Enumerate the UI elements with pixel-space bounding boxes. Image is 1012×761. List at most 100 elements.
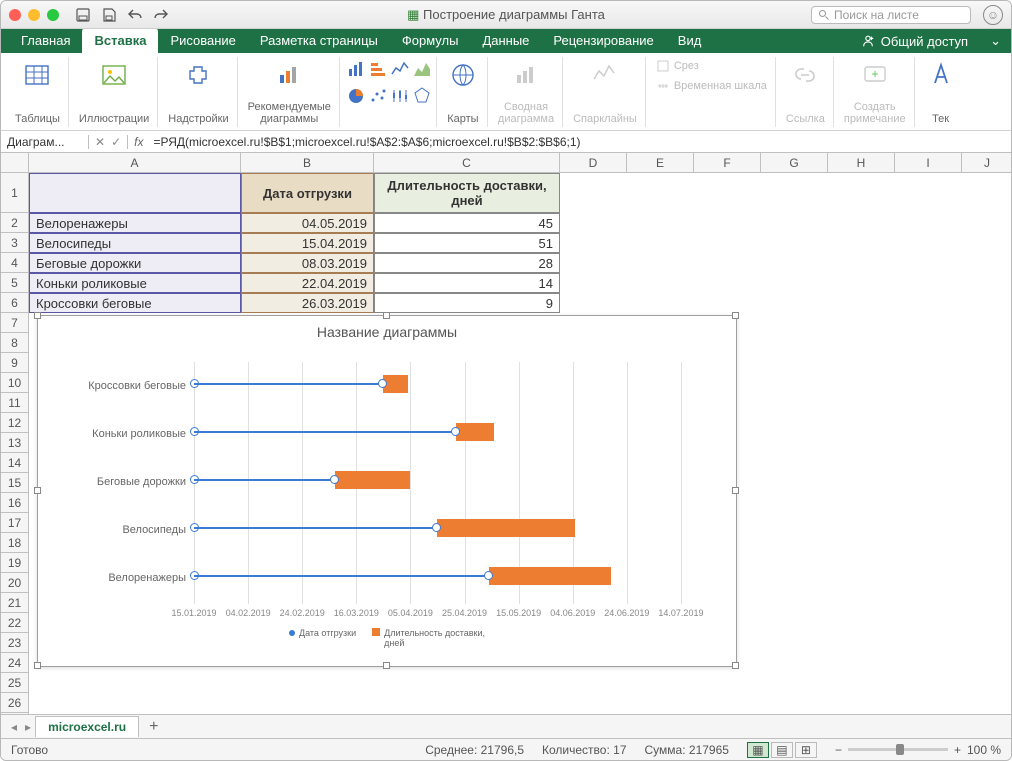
cell-B5[interactable]: 22.04.2019: [241, 273, 374, 293]
row-header-18[interactable]: 18: [1, 533, 29, 553]
cell-B1[interactable]: Дата отгрузки: [241, 173, 374, 213]
traffic-lights[interactable]: [9, 9, 59, 21]
ribbon-illustrations[interactable]: Иллюстрации: [71, 57, 158, 127]
ribbon-chart-gallery[interactable]: [342, 57, 437, 127]
row-headers[interactable]: 1234567891011121314151617181920212223242…: [1, 173, 29, 714]
sheet-nav-first-icon[interactable]: ◂: [7, 720, 21, 734]
column-header-D[interactable]: D: [560, 153, 627, 173]
cell-A2[interactable]: Велоренажеры: [29, 213, 241, 233]
tab-pagelayout[interactable]: Разметка страницы: [248, 29, 390, 53]
zoom-control[interactable]: − + 100 %: [835, 743, 1001, 757]
cell-A1[interactable]: [29, 173, 241, 213]
row-header-6[interactable]: 6: [1, 293, 29, 313]
chart-series2-bar[interactable]: [437, 519, 575, 537]
area-chart-icon[interactable]: [412, 59, 432, 79]
bar-chart-icon[interactable]: [346, 59, 366, 79]
ribbon-addins[interactable]: Надстройки: [160, 57, 237, 127]
accept-formula-icon[interactable]: ✓: [111, 135, 121, 149]
chart-resize-handle[interactable]: [34, 487, 41, 494]
cell-B6[interactable]: 26.03.2019: [241, 293, 374, 313]
chart-series1-point[interactable]: [194, 383, 383, 385]
maximize-window-icon[interactable]: [47, 9, 59, 21]
tab-view[interactable]: Вид: [666, 29, 714, 53]
stock-chart-icon[interactable]: [390, 86, 410, 106]
ribbon-text[interactable]: Тек: [917, 57, 965, 127]
chart-series2-bar[interactable]: [456, 423, 494, 441]
autosave-icon[interactable]: [75, 7, 91, 23]
row-header-13[interactable]: 13: [1, 433, 29, 453]
chart-series2-bar[interactable]: [489, 567, 611, 585]
chart-series2-bar[interactable]: [335, 471, 411, 489]
chart-resize-handle[interactable]: [732, 662, 739, 669]
cell-B2[interactable]: 04.05.2019: [241, 213, 374, 233]
tab-review[interactable]: Рецензирование: [541, 29, 665, 53]
chart-resize-handle[interactable]: [383, 312, 390, 319]
chart-series2-bar[interactable]: [383, 375, 407, 393]
cell-A4[interactable]: Беговые дорожки: [29, 253, 241, 273]
column-header-A[interactable]: A: [29, 153, 241, 173]
name-box[interactable]: Диаграм...: [1, 135, 89, 149]
row-header-19[interactable]: 19: [1, 553, 29, 573]
tab-home[interactable]: Главная: [9, 29, 82, 53]
zoom-out-icon[interactable]: −: [835, 743, 842, 757]
chart-series1-point[interactable]: [194, 527, 437, 529]
chart-legend[interactable]: Дата отгрузкиДлительность доставки, дней: [38, 626, 736, 654]
row-header-4[interactable]: 4: [1, 253, 29, 273]
save-icon[interactable]: [101, 7, 117, 23]
cell-C3[interactable]: 51: [374, 233, 560, 253]
undo-icon[interactable]: [127, 7, 143, 23]
add-sheet-button[interactable]: +: [139, 718, 168, 736]
column-headers[interactable]: ABCDEFGHIJ: [29, 153, 1011, 173]
column-header-E[interactable]: E: [627, 153, 694, 173]
view-buttons[interactable]: ▦ ▤ ⊞: [747, 742, 817, 758]
row-header-21[interactable]: 21: [1, 593, 29, 613]
tab-draw[interactable]: Рисование: [158, 29, 247, 53]
share-button[interactable]: Общий доступ: [849, 29, 980, 53]
row-header-15[interactable]: 15: [1, 473, 29, 493]
chart-series1-point[interactable]: [194, 479, 335, 481]
normal-view-icon[interactable]: ▦: [747, 742, 769, 758]
column-header-H[interactable]: H: [828, 153, 895, 173]
row-header-8[interactable]: 8: [1, 333, 29, 353]
cell-C4[interactable]: 28: [374, 253, 560, 273]
row-header-5[interactable]: 5: [1, 273, 29, 293]
tab-data[interactable]: Данные: [470, 29, 541, 53]
zoom-in-icon[interactable]: +: [954, 743, 961, 757]
row-header-20[interactable]: 20: [1, 573, 29, 593]
column-header-B[interactable]: B: [241, 153, 374, 173]
line-chart-icon[interactable]: [390, 59, 410, 79]
row-header-22[interactable]: 22: [1, 613, 29, 633]
chart-resize-handle[interactable]: [34, 312, 41, 319]
tab-formulas[interactable]: Формулы: [390, 29, 471, 53]
page-layout-view-icon[interactable]: ▤: [771, 742, 793, 758]
cell-C5[interactable]: 14: [374, 273, 560, 293]
formula-input[interactable]: =РЯД(microexcel.ru!$B$1;microexcel.ru!$A…: [149, 135, 1011, 149]
scatter-chart-icon[interactable]: [368, 86, 388, 106]
minimize-window-icon[interactable]: [28, 9, 40, 21]
row-header-26[interactable]: 26: [1, 693, 29, 713]
row-header-9[interactable]: 9: [1, 353, 29, 373]
row-header-2[interactable]: 2: [1, 213, 29, 233]
column-header-J[interactable]: J: [962, 153, 1011, 173]
row-header-12[interactable]: 12: [1, 413, 29, 433]
chart-plot-area[interactable]: Кроссовки беговыеКоньки роликовыеБеговые…: [56, 352, 718, 622]
chart-series1-point[interactable]: [194, 575, 489, 577]
tab-insert[interactable]: Вставка: [82, 29, 158, 53]
column-header-C[interactable]: C: [374, 153, 560, 173]
pie-chart-icon[interactable]: [346, 86, 366, 106]
chart-resize-handle[interactable]: [383, 662, 390, 669]
cells-area[interactable]: Дата отгрузкиДлительность доставки, дней…: [29, 173, 1011, 714]
chart-resize-handle[interactable]: [732, 312, 739, 319]
ribbon-recommended-charts[interactable]: Рекомендуемые диаграммы: [240, 57, 340, 127]
row-header-27[interactable]: 27: [1, 713, 29, 714]
cell-C6[interactable]: 9: [374, 293, 560, 313]
close-window-icon[interactable]: [9, 9, 21, 21]
select-all-corner[interactable]: [1, 153, 29, 173]
column-header-G[interactable]: G: [761, 153, 828, 173]
worksheet-grid[interactable]: ABCDEFGHIJ 12345678910111213141516171819…: [1, 153, 1011, 714]
cancel-formula-icon[interactable]: ✕: [95, 135, 105, 149]
ribbon-maps[interactable]: Карты: [439, 57, 488, 127]
sheet-tab-active[interactable]: microexcel.ru: [35, 716, 139, 737]
chart-series1-point[interactable]: [194, 431, 456, 433]
chart-resize-handle[interactable]: [732, 487, 739, 494]
